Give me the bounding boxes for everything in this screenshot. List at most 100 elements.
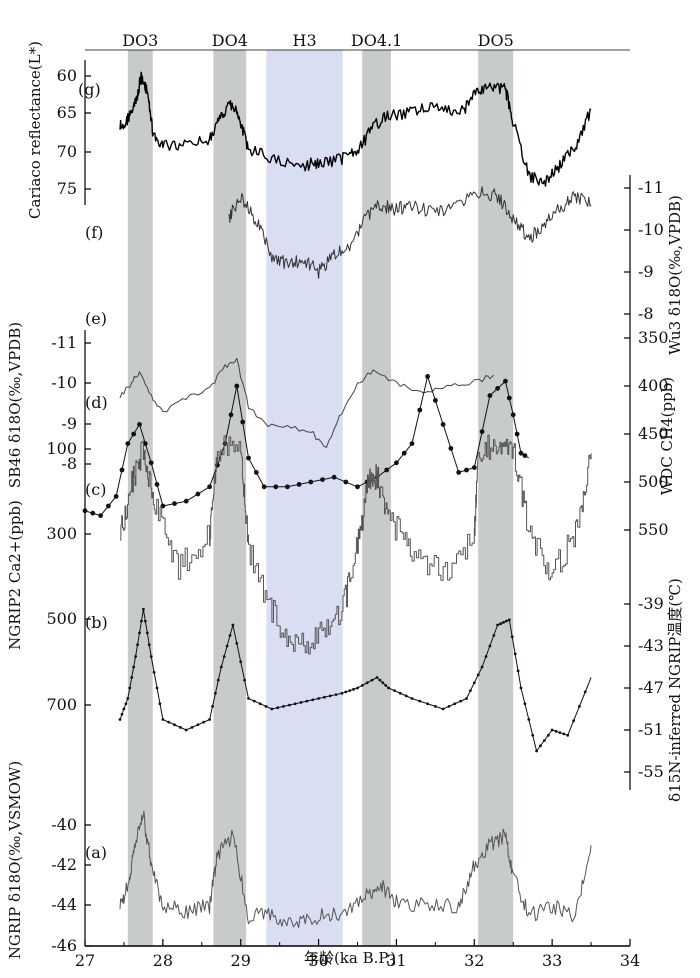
data-point-b — [258, 702, 262, 706]
panel-letters: (g) (f) (e) (d) (c) (b) (a) — [78, 80, 108, 862]
data-point-b — [507, 618, 511, 622]
event-label-do5: DO5 — [478, 31, 514, 50]
y-tick-label-g: 70 — [57, 142, 77, 161]
panel-letter-g: (g) — [78, 80, 101, 99]
event-band-do3 — [127, 50, 153, 946]
data-point-d — [131, 431, 137, 437]
x-tick-label: 33 — [542, 951, 562, 970]
y-axis-f: -11 -10 -9 -8 Wu3 δ18O(‰,VPDB) — [624, 178, 684, 355]
x-tick-label: 28 — [153, 951, 173, 970]
data-point-b — [149, 655, 153, 658]
y-axis-d: 350 400 450 500 550 WDC CH4(ppb) — [624, 328, 676, 539]
y-axis-title-e: SB46 δ18O(‰,VPDB) — [6, 322, 24, 488]
data-point-d — [207, 484, 213, 490]
data-point-b — [352, 687, 355, 691]
data-point-b — [472, 681, 476, 685]
event-label-do4: DO4 — [212, 31, 248, 50]
data-point-b — [184, 728, 188, 732]
y-tick-label-b: -47 — [638, 678, 664, 697]
x-axis: 年龄(ka B.P.) 27 28 29 30 31 32 33 34 — [75, 939, 640, 970]
data-point-b — [143, 619, 147, 623]
data-point-b — [222, 655, 226, 658]
data-point-d — [503, 378, 508, 384]
event-label-h3: H3 — [292, 31, 316, 50]
data-point-b — [476, 673, 480, 677]
panel-letter-d: (d) — [85, 393, 108, 412]
y-tick-label-e: -8 — [61, 454, 77, 473]
y-tick-label-d: 500 — [638, 472, 669, 491]
y-tick-label-c: 500 — [46, 609, 77, 628]
data-point-d — [90, 510, 96, 516]
y-tick-label-e: -9 — [61, 414, 77, 433]
data-point-b — [211, 705, 214, 708]
y-tick-label-d: 350 — [638, 328, 669, 347]
data-point-b — [270, 707, 274, 711]
data-point-b — [124, 702, 128, 706]
data-point-d — [154, 482, 160, 487]
data-point-b — [480, 665, 484, 669]
data-point-b — [120, 712, 124, 716]
y-axis-b: -39 -43 -47 -51 -55 δ15N-inferred NGRIP温度(℃) — [624, 578, 684, 802]
data-point-b — [134, 655, 138, 658]
data-point-b — [305, 699, 309, 703]
y-tick-label-e: -11 — [51, 333, 77, 352]
data-point-b — [147, 643, 151, 647]
y-tick-label-g: 65 — [57, 103, 77, 122]
data-point-d — [518, 450, 524, 456]
data-point-b — [299, 701, 303, 704]
data-point-b — [118, 718, 122, 721]
data-point-b — [328, 694, 332, 698]
data-point-b — [393, 689, 396, 692]
y-axis-title-a: NGRIP δ18O(‰,VSMOW) — [6, 761, 24, 959]
y-axis-title-f: Wu3 δ18O(‰,VPDB) — [666, 195, 684, 355]
data-point-b — [447, 705, 451, 708]
data-point-b — [264, 705, 268, 708]
data-point-d — [425, 374, 430, 379]
data-point-b — [214, 691, 217, 695]
data-point-b — [128, 686, 132, 690]
data-point-b — [130, 676, 134, 679]
data-point-b — [510, 635, 514, 639]
y-tick-label-e: -10 — [51, 373, 77, 392]
data-point-d — [285, 484, 290, 490]
y-tick-label-a: -42 — [51, 855, 77, 874]
data-point-b — [311, 698, 315, 702]
data-point-d — [261, 484, 267, 490]
event-labels: DO3 DO4 H3 DO4.1 DO5 — [122, 31, 514, 50]
data-point-b — [381, 681, 385, 685]
data-point-d — [394, 460, 399, 466]
x-tick-label: 32 — [464, 951, 484, 970]
data-point-b — [216, 678, 220, 682]
data-point-b — [572, 719, 575, 723]
data-point-d — [137, 422, 142, 427]
data-point-b — [484, 655, 488, 658]
data-point-b — [196, 723, 200, 727]
data-point-b — [398, 691, 402, 695]
data-point-b — [173, 723, 176, 727]
data-point-d — [125, 441, 131, 446]
data-point-b — [140, 619, 143, 623]
y-tick-label-a: -40 — [51, 815, 77, 834]
data-point-b — [361, 684, 364, 687]
y-tick-label-a: -44 — [51, 895, 77, 914]
data-point-d — [448, 446, 454, 451]
panel-letter-b: (b) — [85, 613, 108, 632]
data-point-b — [208, 718, 212, 721]
data-point-b — [158, 702, 162, 706]
data-point-d — [296, 482, 302, 487]
event-label-do3: DO3 — [122, 31, 158, 50]
data-point-b — [410, 697, 414, 700]
data-point-b — [365, 681, 369, 685]
y-axis-c: 100 300 500 700 NGRIP2 Ca2+(ppb) — [6, 439, 91, 714]
data-point-d — [343, 479, 349, 485]
data-point-d — [456, 470, 462, 475]
data-point-b — [378, 678, 382, 682]
event-band-h3 — [266, 50, 343, 946]
data-point-b — [252, 699, 256, 703]
data-point-b — [404, 694, 408, 698]
data-point-b — [288, 703, 291, 707]
event-bands — [127, 50, 514, 946]
data-point-d — [471, 465, 477, 470]
data-point-b — [513, 652, 517, 656]
